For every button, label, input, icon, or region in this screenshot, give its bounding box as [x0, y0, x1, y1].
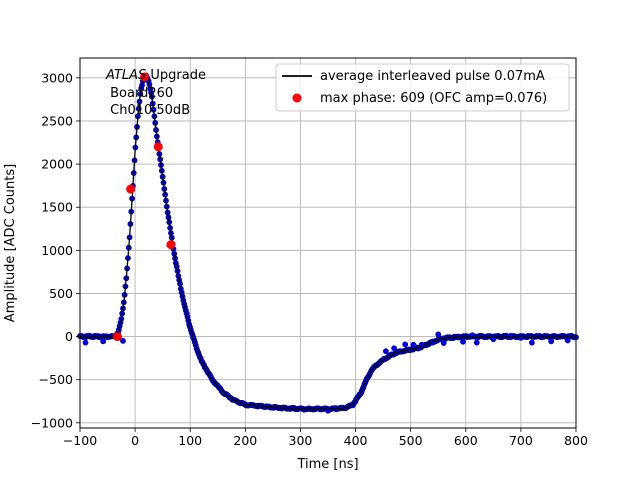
x-axis-label: Time [ns] [296, 457, 358, 472]
annotation-atlas: ATLAS [105, 68, 146, 83]
raw-sample-point [440, 340, 447, 346]
y-tick-label: −500 [39, 372, 73, 387]
raw-sample-point [391, 345, 398, 352]
legend-label-max-phase: max phase: 609 (OFC amp=0.076) [320, 91, 547, 106]
max-phase-point [139, 72, 149, 82]
y-tick-label: 3000 [41, 70, 73, 85]
raw-sample-point [548, 338, 555, 345]
y-tick-label: 1500 [41, 200, 73, 215]
plot-frame [79, 57, 577, 429]
raw-sample-point [460, 338, 466, 345]
y-tick-label: 500 [49, 286, 73, 301]
x-tick-label: 200 [233, 433, 257, 448]
raw-sample-point [410, 341, 417, 348]
max-phase-markers [112, 72, 176, 342]
y-tick-label: 2500 [41, 113, 73, 128]
max-phase-point [126, 184, 136, 194]
max-phase-point [153, 142, 163, 152]
raw-sample-point [564, 337, 571, 344]
series-lines [80, 75, 576, 410]
raw-sample-point [508, 332, 514, 339]
annotation-channel: Ch010 50dB [106, 103, 190, 118]
raw-sample-point [473, 339, 480, 346]
x-tick-label: 600 [454, 433, 478, 448]
x-tick-label: 500 [399, 433, 423, 448]
legend: average interleaved pulse 0.07mA max pha… [275, 63, 570, 112]
legend-marker-swatch [292, 93, 302, 103]
annotation-board: Board260 [106, 86, 173, 101]
raw-sample-point [490, 336, 497, 343]
raw-sample-point [529, 339, 535, 346]
max-phase-point [112, 332, 122, 342]
x-tick-label: 300 [289, 433, 313, 448]
y-axis-label: Amplitude [ADC Counts] [3, 164, 18, 322]
y-tick-label: 1000 [41, 243, 73, 258]
x-tick-label: 400 [344, 433, 368, 448]
raw-sample-point [402, 341, 409, 348]
annotation-line-1: ATLAS Upgrade [105, 68, 206, 83]
legend-label-average-pulse: average interleaved pulse 0.07mA [320, 69, 545, 84]
x-tick-label: 800 [564, 433, 588, 448]
raw-sample-point [82, 339, 89, 346]
y-tick-label: 2000 [41, 157, 73, 172]
x-tick-label: 0 [131, 433, 139, 448]
x-tick-label: 700 [509, 433, 533, 448]
x-tick-label: −100 [63, 433, 97, 448]
y-tick-label: 0 [65, 329, 73, 344]
annotation: ATLAS Upgrade Board260 Ch010 50dB [105, 68, 206, 118]
axis-ticks: −100 0 100 200 300 400 500 600 700 800−1000−50005… [31, 70, 588, 448]
raw-sample-point [120, 337, 126, 344]
x-tick-label: 100 [178, 433, 202, 448]
y-tick-label: −1000 [31, 415, 73, 430]
raw-sample-point [435, 331, 442, 338]
raw-sample-point [382, 348, 389, 355]
raw-sample-point [100, 338, 107, 345]
series-line-average-pulse [80, 75, 576, 410]
plot-background [80, 58, 576, 428]
legend-box [275, 63, 570, 112]
max-phase-point [166, 240, 176, 250]
annotation-upgrade: Upgrade [146, 68, 206, 83]
